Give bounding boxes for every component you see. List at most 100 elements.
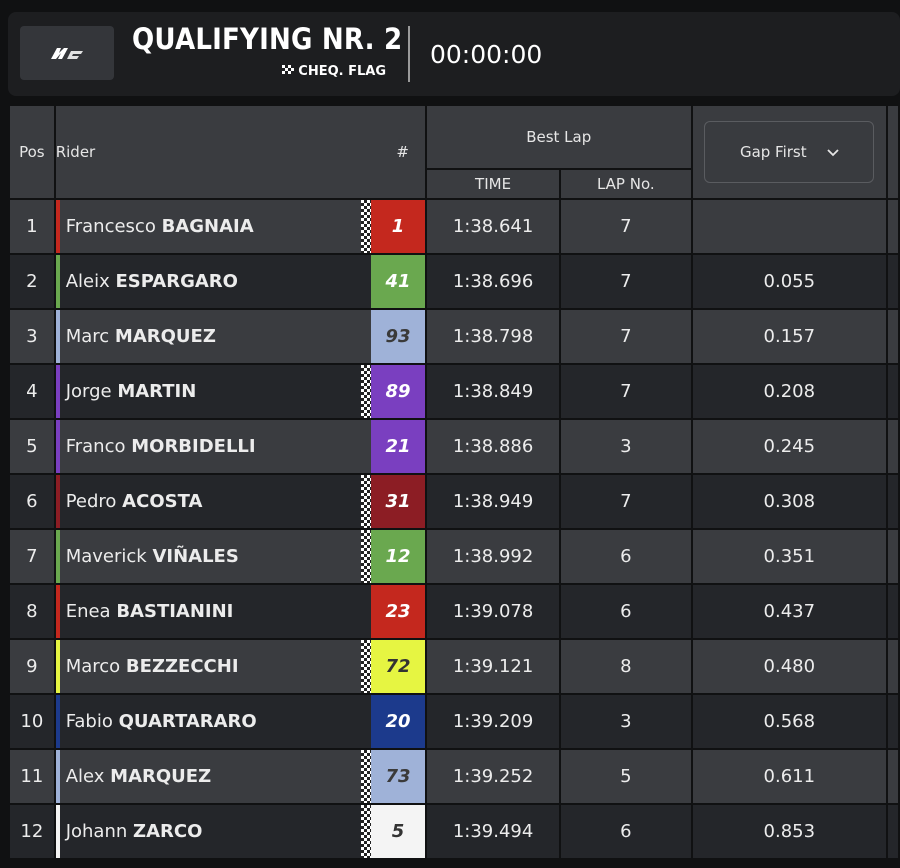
gap-first-cell: 0.055 [692, 255, 887, 308]
lap-number-cell: 5 [561, 750, 691, 803]
position-cell: 1 [10, 200, 54, 253]
col-lap-no-header: LAP No. [561, 170, 691, 198]
session-clock: 00:00:00 [430, 40, 543, 69]
gap-first-cell: 0.611 [692, 750, 887, 803]
rider-number-badge: 20 [361, 695, 425, 748]
gap-first-cell: 0.308 [692, 475, 887, 528]
checkered-flag-marker [360, 805, 371, 858]
rider-number: 72 [370, 640, 425, 693]
table-row[interactable]: 7 Maverick VIÑALES 12 1:38.992 6 0.351 [10, 530, 898, 583]
team-color-strip [55, 750, 60, 803]
checkered-flag-marker [360, 530, 371, 583]
rider-name: Jorge MARTIN [56, 381, 197, 402]
table-row[interactable]: 9 Marco BEZZECCHI 72 1:39.121 8 0.480 [10, 640, 898, 693]
col-best-lap-header: Best Lap [426, 106, 691, 168]
session-title: QUALIFYING NR. 2 [132, 22, 403, 56]
checkered-flag-marker [360, 750, 371, 803]
rider-cell[interactable]: Johann ZARCO 5 [55, 805, 425, 858]
rider-name: Marco BEZZECCHI [56, 656, 239, 677]
lap-number-cell: 7 [561, 365, 691, 418]
gap-select-dropdown[interactable]: Gap First [704, 121, 875, 183]
col-rider-header: Rider # [55, 106, 425, 198]
table-row[interactable]: 8 Enea BASTIANINI 23 1:39.078 6 0.437 [10, 585, 898, 638]
row-overflow-edge [888, 255, 898, 308]
table-row[interactable]: 5 Franco MORBIDELLI 21 1:38.886 3 0.245 [10, 420, 898, 473]
rider-name: Aleix ESPARGARO [56, 271, 238, 292]
rider-first-name: Aleix [65, 271, 110, 292]
table-row[interactable]: 2 Aleix ESPARGARO 41 1:38.696 7 0.055 [10, 255, 898, 308]
results-table: Pos Rider # Best Lap Gap First TIME [8, 104, 900, 860]
rider-number-badge: 93 [361, 310, 425, 363]
rider-number: 89 [370, 365, 425, 418]
checkered-flag-marker [361, 695, 371, 748]
rider-number: 73 [370, 750, 425, 803]
lap-number-cell: 6 [561, 530, 691, 583]
team-color-strip [55, 200, 60, 253]
rider-cell[interactable]: Maverick VIÑALES 12 [55, 530, 425, 583]
col-time-header: TIME [426, 170, 560, 198]
table-row[interactable]: 10 Fabio QUARTARARO 20 1:39.209 3 0.568 [10, 695, 898, 748]
rider-name: Franco MORBIDELLI [56, 436, 256, 457]
rider-number-badge: 21 [361, 420, 425, 473]
checkered-flag-marker [361, 310, 371, 363]
row-overflow-edge [888, 695, 898, 748]
checkered-flag-marker [361, 420, 371, 473]
checkered-flag-marker [361, 255, 371, 308]
motogp-logo [20, 26, 114, 80]
rider-number: 1 [370, 200, 425, 253]
checkered-flag-marker [360, 475, 371, 528]
table-row[interactable]: 11 Alex MARQUEZ 73 1:39.252 5 0.611 [10, 750, 898, 803]
gap-select-label: Gap First [739, 143, 807, 161]
table-row[interactable]: 3 Marc MARQUEZ 93 1:38.798 7 0.157 [10, 310, 898, 363]
row-overflow-edge [888, 805, 898, 858]
team-color-strip [55, 695, 60, 748]
rider-first-name: Maverick [65, 546, 147, 567]
rider-number: 23 [370, 585, 425, 638]
rider-cell[interactable]: Jorge MARTIN 89 [55, 365, 425, 418]
rider-cell[interactable]: Aleix ESPARGARO 41 [55, 255, 425, 308]
team-color-strip [55, 310, 60, 363]
rider-number-badge: 1 [360, 200, 425, 253]
col-overflow-header [888, 106, 898, 198]
rider-number-badge: 31 [360, 475, 425, 528]
rider-first-name: Alex [65, 766, 105, 787]
rider-name: Fabio QUARTARARO [56, 711, 257, 732]
position-cell: 8 [10, 585, 54, 638]
best-lap-time-cell: 1:38.849 [426, 365, 560, 418]
table-row[interactable]: 1 Francesco BAGNAIA 1 1:38.641 7 [10, 200, 898, 253]
row-overflow-edge [888, 365, 898, 418]
rider-last-name: ESPARGARO [115, 271, 238, 292]
position-cell: 10 [10, 695, 54, 748]
lap-number-cell: 3 [561, 420, 691, 473]
gap-first-cell: 0.157 [692, 310, 887, 363]
rider-cell[interactable]: Alex MARQUEZ 73 [55, 750, 425, 803]
best-lap-time-cell: 1:39.121 [426, 640, 560, 693]
header-divider [408, 26, 410, 82]
team-color-strip [55, 475, 60, 528]
flag-status-label: CHEQ. FLAG [298, 64, 386, 79]
rider-first-name: Enea [65, 601, 111, 622]
col-gap-header: Gap First [692, 106, 887, 198]
rider-cell[interactable]: Francesco BAGNAIA 1 [55, 200, 425, 253]
rider-number-badge: 23 [361, 585, 425, 638]
rider-name: Pedro ACOSTA [56, 491, 203, 512]
rider-last-name: QUARTARARO [118, 711, 257, 732]
position-cell: 9 [10, 640, 54, 693]
rider-cell[interactable]: Marco BEZZECCHI 72 [55, 640, 425, 693]
col-number-label: # [396, 143, 409, 161]
team-color-strip [55, 530, 60, 583]
table-row[interactable]: 6 Pedro ACOSTA 31 1:38.949 7 0.308 [10, 475, 898, 528]
rider-last-name: ZARCO [133, 821, 203, 842]
rider-cell[interactable]: Pedro ACOSTA 31 [55, 475, 425, 528]
lap-number-cell: 8 [561, 640, 691, 693]
rider-last-name: MARQUEZ [114, 326, 216, 347]
gap-first-cell: 0.351 [692, 530, 887, 583]
table-row[interactable]: 4 Jorge MARTIN 89 1:38.849 7 0.208 [10, 365, 898, 418]
team-color-strip [55, 420, 60, 473]
rider-cell[interactable]: Franco MORBIDELLI 21 [55, 420, 425, 473]
rider-cell[interactable]: Enea BASTIANINI 23 [55, 585, 425, 638]
position-cell: 4 [10, 365, 54, 418]
rider-cell[interactable]: Fabio QUARTARARO 20 [55, 695, 425, 748]
rider-cell[interactable]: Marc MARQUEZ 93 [55, 310, 425, 363]
table-row[interactable]: 12 Johann ZARCO 5 1:39.494 6 0.853 [10, 805, 898, 858]
